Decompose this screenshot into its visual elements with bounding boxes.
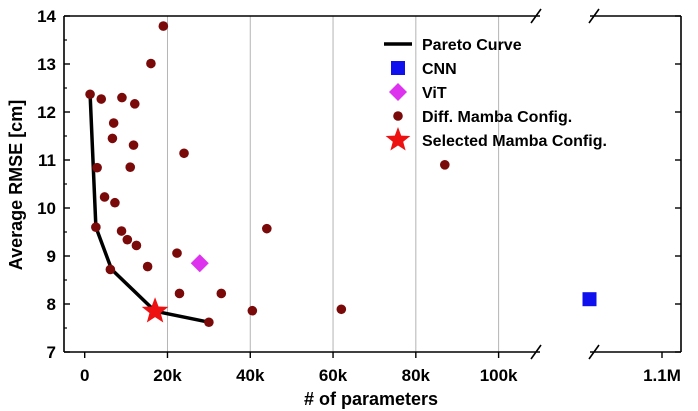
x-axis-title: # of parameters — [304, 389, 438, 409]
y-tick-label: 13 — [37, 55, 56, 74]
legend-label: Pareto Curve — [422, 37, 522, 54]
legend-circle-swatch — [393, 111, 403, 121]
legend-entry: ViT — [389, 83, 447, 102]
mamba-config-point — [99, 192, 110, 202]
data-marks — [85, 21, 597, 328]
mamba-config-point — [142, 261, 153, 272]
legend-label: ViT — [422, 85, 447, 102]
legend: Pareto Curve CNN ViT Diff. Mamba Config. Sel… — [384, 37, 607, 151]
legend-label: CNN — [422, 61, 457, 78]
y-tick-label: 14 — [37, 7, 56, 26]
selected-mamba-point — [141, 297, 169, 323]
mamba-config-point — [216, 288, 227, 299]
legend-star-swatch — [385, 127, 411, 151]
axis-ticks: 7 8 9 10 11 12 13 14 0 20k 40k 60k 80k 100k 1.1M — [37, 7, 681, 385]
x-tick-label: 60k — [319, 366, 348, 385]
mamba-config-point — [129, 99, 140, 109]
legend-label: Selected Mamba Config. — [422, 133, 607, 150]
y-tick-label: 8 — [47, 295, 56, 314]
legend-square-swatch — [391, 61, 405, 75]
mamba-config-point — [179, 148, 189, 159]
axis-break-mark — [588, 344, 600, 360]
x-tick-label: 20k — [153, 366, 182, 385]
mamba-config-point — [172, 248, 182, 258]
mamba-config-point — [125, 162, 136, 172]
pareto-curve-line — [88, 94, 210, 324]
mamba-config-point — [247, 305, 258, 316]
mamba-config-point — [122, 234, 133, 245]
y-tick-label: 7 — [47, 343, 56, 362]
legend-label: Diff. Mamba Config. — [422, 109, 572, 126]
mamba-config-point — [158, 21, 169, 31]
mamba-config-point — [440, 160, 450, 170]
mamba-config-point — [174, 288, 185, 299]
mamba-config-point — [146, 58, 156, 69]
axis-break-mark — [530, 344, 542, 360]
axis-break-mark — [530, 8, 542, 24]
y-tick-label: 10 — [37, 199, 56, 218]
mamba-config-point — [116, 226, 127, 236]
mamba-config-point — [91, 222, 101, 232]
x-tick-label: 80k — [402, 366, 431, 385]
grid-lines — [166, 16, 500, 352]
mamba-config-point — [108, 118, 119, 128]
legend-entry: Selected Mamba Config. — [385, 127, 607, 151]
mamba-config-point — [336, 304, 347, 315]
y-tick-label: 11 — [38, 151, 56, 170]
mamba-config-point — [107, 133, 118, 144]
mamba-config-point — [117, 92, 127, 103]
mamba-config-point — [204, 317, 214, 328]
legend-diamond-swatch — [389, 83, 407, 101]
x-tick-label: 1.1M — [643, 366, 681, 385]
cnn-point — [582, 292, 597, 307]
vit-point — [190, 254, 209, 273]
y-tick-label: 12 — [37, 103, 56, 122]
mamba-config-point — [128, 140, 139, 150]
x-tick-label: 100k — [480, 366, 518, 385]
mamba-config-point — [110, 197, 120, 208]
legend-entry: Pareto Curve — [384, 37, 522, 54]
legend-entry: CNN — [391, 61, 457, 78]
legend-entry: Diff. Mamba Config. — [393, 109, 572, 126]
mamba-config-point — [262, 223, 272, 234]
x-tick-label: 0 — [80, 366, 89, 385]
y-axis-title: Average RMSE [cm] — [6, 100, 26, 270]
y-tick-label: 9 — [47, 247, 56, 266]
mamba-config-point — [131, 240, 142, 251]
mamba-config-point — [96, 94, 107, 104]
mamba-config-point — [105, 264, 116, 275]
mamba-config-point — [92, 162, 102, 173]
axis-break-mark — [588, 8, 600, 24]
mamba-config-point — [85, 89, 95, 100]
x-tick-label: 40k — [236, 366, 265, 385]
